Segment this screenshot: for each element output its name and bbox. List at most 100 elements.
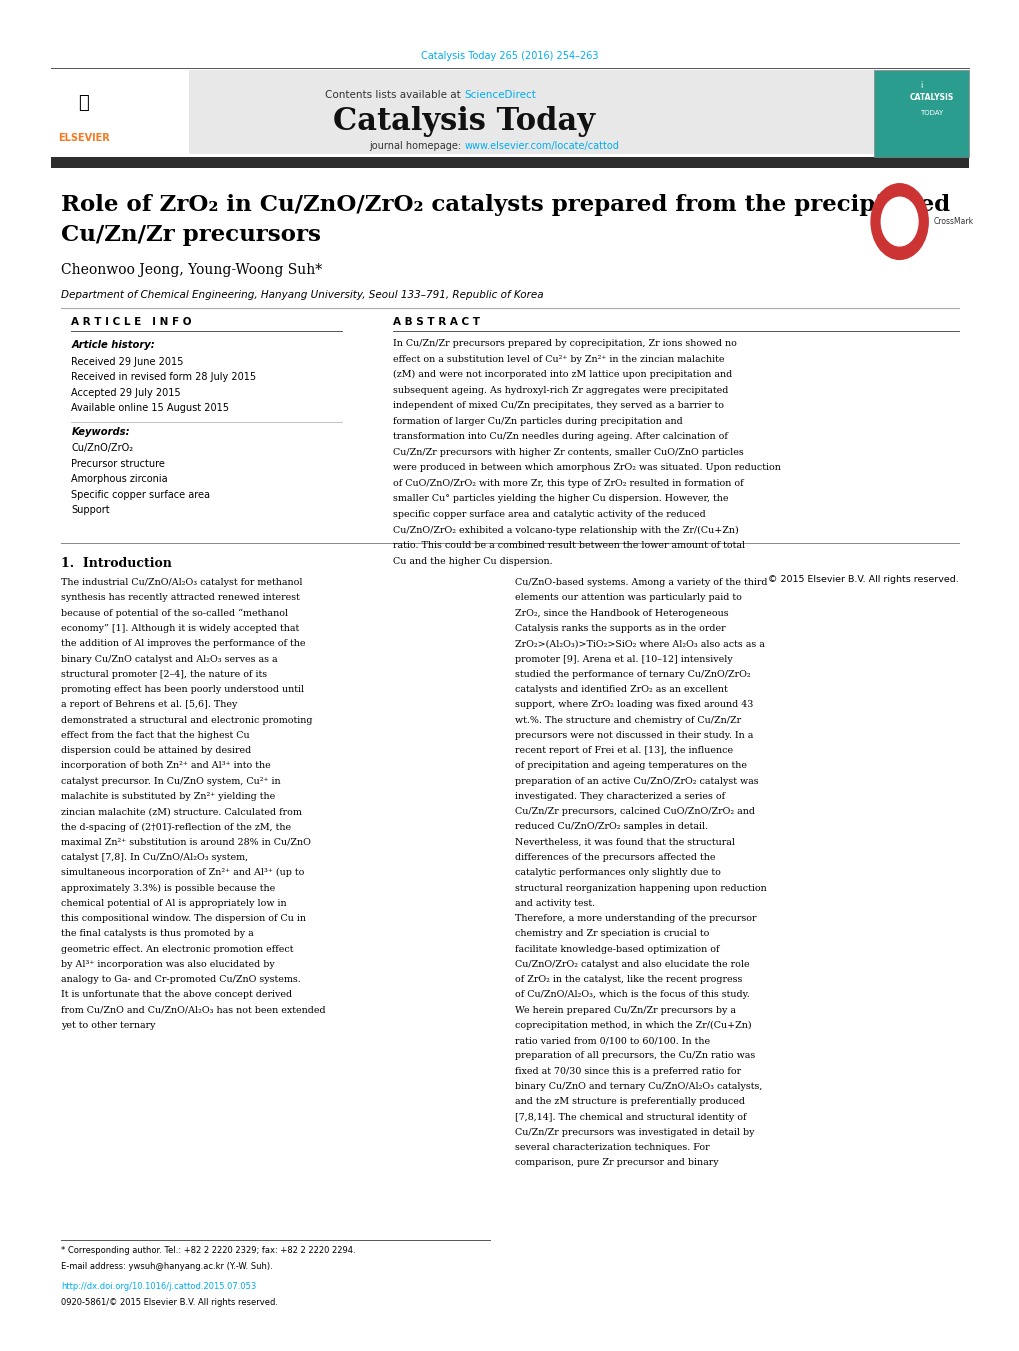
Text: approximately 3.3%) is possible because the: approximately 3.3%) is possible because …: [61, 884, 275, 893]
Text: were produced in between which amorphous ZrO₂ was situated. Upon reduction: were produced in between which amorphous…: [392, 463, 780, 473]
Text: binary Cu/ZnO and ternary Cu/ZnO/Al₂O₃ catalysts,: binary Cu/ZnO and ternary Cu/ZnO/Al₂O₃ c…: [515, 1082, 762, 1092]
FancyBboxPatch shape: [873, 70, 968, 157]
Text: It is unfortunate that the above concept derived: It is unfortunate that the above concept…: [61, 990, 292, 1000]
Text: analogy to Ga- and Cr-promoted Cu/ZnO systems.: analogy to Ga- and Cr-promoted Cu/ZnO sy…: [61, 975, 301, 984]
Text: We herein prepared Cu/Zn/Zr precursors by a: We herein prepared Cu/Zn/Zr precursors b…: [515, 1005, 736, 1015]
Text: of CuO/ZnO/ZrO₂ with more Zr, this type of ZrO₂ resulted in formation of: of CuO/ZnO/ZrO₂ with more Zr, this type …: [392, 478, 743, 488]
Text: dispersion could be attained by desired: dispersion could be attained by desired: [61, 746, 252, 755]
FancyBboxPatch shape: [51, 157, 968, 168]
Text: maximal Zn²⁺ substitution is around 28% in Cu/ZnO: maximal Zn²⁺ substitution is around 28% …: [61, 838, 311, 847]
Text: Department of Chemical Engineering, Hanyang University, Seoul 133–791, Republic : Department of Chemical Engineering, Hany…: [61, 289, 543, 300]
Text: elements our attention was particularly paid to: elements our attention was particularly …: [515, 593, 741, 603]
Text: Cu and the higher Cu dispersion.: Cu and the higher Cu dispersion.: [392, 557, 551, 566]
Text: A R T I C L E   I N F O: A R T I C L E I N F O: [71, 316, 192, 327]
Text: yet to other ternary: yet to other ternary: [61, 1021, 156, 1029]
Text: differences of the precursors affected the: differences of the precursors affected t…: [515, 852, 715, 862]
Text: Cu/Zn/Zr precursors: Cu/Zn/Zr precursors: [61, 224, 321, 246]
Text: * Corresponding author. Tel.: +82 2 2220 2329; fax: +82 2 2220 2294.: * Corresponding author. Tel.: +82 2 2220…: [61, 1246, 356, 1255]
Text: and the zM structure is preferentially produced: and the zM structure is preferentially p…: [515, 1097, 744, 1106]
Text: Cu/Zn/Zr precursors, calcined CuO/ZnO/ZrO₂ and: Cu/Zn/Zr precursors, calcined CuO/ZnO/Zr…: [515, 807, 754, 816]
Text: preparation of all precursors, the Cu/Zn ratio was: preparation of all precursors, the Cu/Zn…: [515, 1051, 755, 1061]
Text: promoter [9]. Arena et al. [10–12] intensively: promoter [9]. Arena et al. [10–12] inten…: [515, 655, 732, 663]
Text: this compositional window. The dispersion of Cu in: this compositional window. The dispersio…: [61, 915, 306, 923]
Text: malachite is substituted by Zn²⁺ yielding the: malachite is substituted by Zn²⁺ yieldin…: [61, 792, 275, 801]
Text: transformation into Cu/Zn needles during ageing. After calcination of: transformation into Cu/Zn needles during…: [392, 432, 727, 442]
Text: incorporation of both Zn²⁺ and Al³⁺ into the: incorporation of both Zn²⁺ and Al³⁺ into…: [61, 762, 271, 770]
Text: Catalysis Today 265 (2016) 254–263: Catalysis Today 265 (2016) 254–263: [421, 51, 598, 61]
Text: structural reorganization happening upon reduction: structural reorganization happening upon…: [515, 884, 766, 893]
Text: recent report of Frei et al. [13], the influence: recent report of Frei et al. [13], the i…: [515, 746, 733, 755]
Text: Cheonwoo Jeong, Young-Woong Suh*: Cheonwoo Jeong, Young-Woong Suh*: [61, 263, 322, 277]
Text: http://dx.doi.org/10.1016/j.cattod.2015.07.053: http://dx.doi.org/10.1016/j.cattod.2015.…: [61, 1282, 256, 1292]
Text: Available online 15 August 2015: Available online 15 August 2015: [71, 403, 229, 413]
Text: 0920-5861/© 2015 Elsevier B.V. All rights reserved.: 0920-5861/© 2015 Elsevier B.V. All right…: [61, 1298, 278, 1308]
Text: effect from the fact that the highest Cu: effect from the fact that the highest Cu: [61, 731, 250, 740]
Text: 1.  Introduction: 1. Introduction: [61, 557, 172, 570]
Text: Therefore, a more understanding of the precursor: Therefore, a more understanding of the p…: [515, 915, 756, 923]
Text: formation of larger Cu/Zn particles during precipitation and: formation of larger Cu/Zn particles duri…: [392, 416, 682, 426]
Text: ratio varied from 0/100 to 60/100. In the: ratio varied from 0/100 to 60/100. In th…: [515, 1036, 709, 1046]
Text: journal homepage:: journal homepage:: [369, 141, 464, 151]
Text: simultaneous incorporation of Zn²⁺ and Al³⁺ (up to: simultaneous incorporation of Zn²⁺ and A…: [61, 869, 305, 877]
Text: fixed at 70/30 since this is a preferred ratio for: fixed at 70/30 since this is a preferred…: [515, 1067, 741, 1075]
Text: i: i: [919, 81, 921, 89]
Text: because of potential of the so-called “methanol: because of potential of the so-called “m…: [61, 609, 288, 619]
Text: www.elsevier.com/locate/cattod: www.elsevier.com/locate/cattod: [464, 141, 619, 151]
Text: Received in revised form 28 July 2015: Received in revised form 28 July 2015: [71, 372, 256, 382]
Text: catalyst [7,8]. In Cu/ZnO/Al₂O₃ system,: catalyst [7,8]. In Cu/ZnO/Al₂O₃ system,: [61, 852, 248, 862]
Text: subsequent ageing. As hydroxyl-rich Zr aggregates were precipitated: subsequent ageing. As hydroxyl-rich Zr a…: [392, 385, 728, 394]
Text: catalyst precursor. In Cu/ZnO system, Cu²⁺ in: catalyst precursor. In Cu/ZnO system, Cu…: [61, 777, 280, 786]
Text: Cu/ZnO/ZrO₂ catalyst and also elucidate the role: Cu/ZnO/ZrO₂ catalyst and also elucidate …: [515, 959, 749, 969]
Text: reduced Cu/ZnO/ZrO₂ samples in detail.: reduced Cu/ZnO/ZrO₂ samples in detail.: [515, 823, 707, 831]
Text: chemistry and Zr speciation is crucial to: chemistry and Zr speciation is crucial t…: [515, 929, 709, 939]
Text: of Cu/ZnO/Al₂O₃, which is the focus of this study.: of Cu/ZnO/Al₂O₃, which is the focus of t…: [515, 990, 749, 1000]
Text: Role of ZrO₂ in Cu/ZnO/ZrO₂ catalysts prepared from the precipitated: Role of ZrO₂ in Cu/ZnO/ZrO₂ catalysts pr…: [61, 195, 950, 216]
Text: a report of Behrens et al. [5,6]. They: a report of Behrens et al. [5,6]. They: [61, 700, 237, 709]
Text: TODAY: TODAY: [919, 111, 942, 116]
Text: Accepted 29 July 2015: Accepted 29 July 2015: [71, 388, 180, 397]
Text: synthesis has recently attracted renewed interest: synthesis has recently attracted renewed…: [61, 593, 300, 603]
Text: specific copper surface area and catalytic activity of the reduced: specific copper surface area and catalyt…: [392, 509, 705, 519]
Text: [7,8,14]. The chemical and structural identity of: [7,8,14]. The chemical and structural id…: [515, 1112, 746, 1121]
Text: comparison, pure Zr precursor and binary: comparison, pure Zr precursor and binary: [515, 1158, 718, 1167]
Text: Specific copper surface area: Specific copper surface area: [71, 489, 210, 500]
Text: Cu/Zn/Zr precursors was investigated in detail by: Cu/Zn/Zr precursors was investigated in …: [515, 1128, 754, 1136]
Text: binary Cu/ZnO catalyst and Al₂O₃ serves as a: binary Cu/ZnO catalyst and Al₂O₃ serves …: [61, 655, 277, 663]
Text: investigated. They characterized a series of: investigated. They characterized a serie…: [515, 792, 725, 801]
Text: Precursor structure: Precursor structure: [71, 458, 165, 469]
Text: chemical potential of Al is appropriately low in: chemical potential of Al is appropriatel…: [61, 898, 286, 908]
Text: smaller Cu° particles yielding the higher Cu dispersion. However, the: smaller Cu° particles yielding the highe…: [392, 494, 728, 504]
Text: facilitate knowledge-based optimization of: facilitate knowledge-based optimization …: [515, 944, 718, 954]
Text: CrossMark: CrossMark: [932, 218, 972, 226]
Circle shape: [880, 197, 917, 246]
Text: zincian malachite (zM) structure. Calculated from: zincian malachite (zM) structure. Calcul…: [61, 807, 302, 816]
Circle shape: [870, 184, 927, 259]
Text: © 2015 Elsevier B.V. All rights reserved.: © 2015 Elsevier B.V. All rights reserved…: [767, 574, 958, 584]
Text: studied the performance of ternary Cu/ZnO/ZrO₂: studied the performance of ternary Cu/Zn…: [515, 670, 750, 678]
FancyBboxPatch shape: [51, 70, 968, 154]
Text: preparation of an active Cu/ZnO/ZrO₂ catalyst was: preparation of an active Cu/ZnO/ZrO₂ cat…: [515, 777, 758, 786]
Text: ZrO₂, since the Handbook of Heterogeneous: ZrO₂, since the Handbook of Heterogeneou…: [515, 609, 728, 617]
Text: demonstrated a structural and electronic promoting: demonstrated a structural and electronic…: [61, 716, 313, 724]
Text: and activity test.: and activity test.: [515, 898, 595, 908]
Text: geometric effect. An electronic promotion effect: geometric effect. An electronic promotio…: [61, 944, 293, 954]
Text: Keywords:: Keywords:: [71, 427, 129, 436]
Text: ratio. This could be a combined result between the lower amount of total: ratio. This could be a combined result b…: [392, 540, 744, 550]
Text: Amorphous zirconia: Amorphous zirconia: [71, 474, 168, 484]
Text: Cu/Zn/Zr precursors with higher Zr contents, smaller CuO/ZnO particles: Cu/Zn/Zr precursors with higher Zr conte…: [392, 447, 743, 457]
Text: Received 29 June 2015: Received 29 June 2015: [71, 357, 183, 366]
Text: Support: Support: [71, 505, 110, 515]
Text: Catalysis Today: Catalysis Today: [333, 107, 594, 136]
Text: from Cu/ZnO and Cu/ZnO/Al₂O₃ has not been extended: from Cu/ZnO and Cu/ZnO/Al₂O₃ has not bee…: [61, 1005, 325, 1015]
Text: precursors were not discussed in their study. In a: precursors were not discussed in their s…: [515, 731, 753, 740]
Text: structural promoter [2–4], the nature of its: structural promoter [2–4], the nature of…: [61, 670, 267, 678]
Text: independent of mixed Cu/Zn precipitates, they served as a barrier to: independent of mixed Cu/Zn precipitates,…: [392, 401, 723, 411]
Text: the addition of Al improves the performance of the: the addition of Al improves the performa…: [61, 639, 306, 648]
Text: of ZrO₂ in the catalyst, like the recent progress: of ZrO₂ in the catalyst, like the recent…: [515, 975, 742, 984]
Text: ScienceDirect: ScienceDirect: [464, 89, 535, 100]
FancyBboxPatch shape: [51, 70, 189, 154]
Text: Contents lists available at: Contents lists available at: [325, 89, 464, 100]
Text: catalytic performances only slightly due to: catalytic performances only slightly due…: [515, 869, 720, 877]
Text: the d-spacing of (2†01)̅-reflection of the zM, the: the d-spacing of (2†01)̅-reflection of t…: [61, 823, 291, 832]
Text: several characterization techniques. For: several characterization techniques. For: [515, 1143, 709, 1152]
